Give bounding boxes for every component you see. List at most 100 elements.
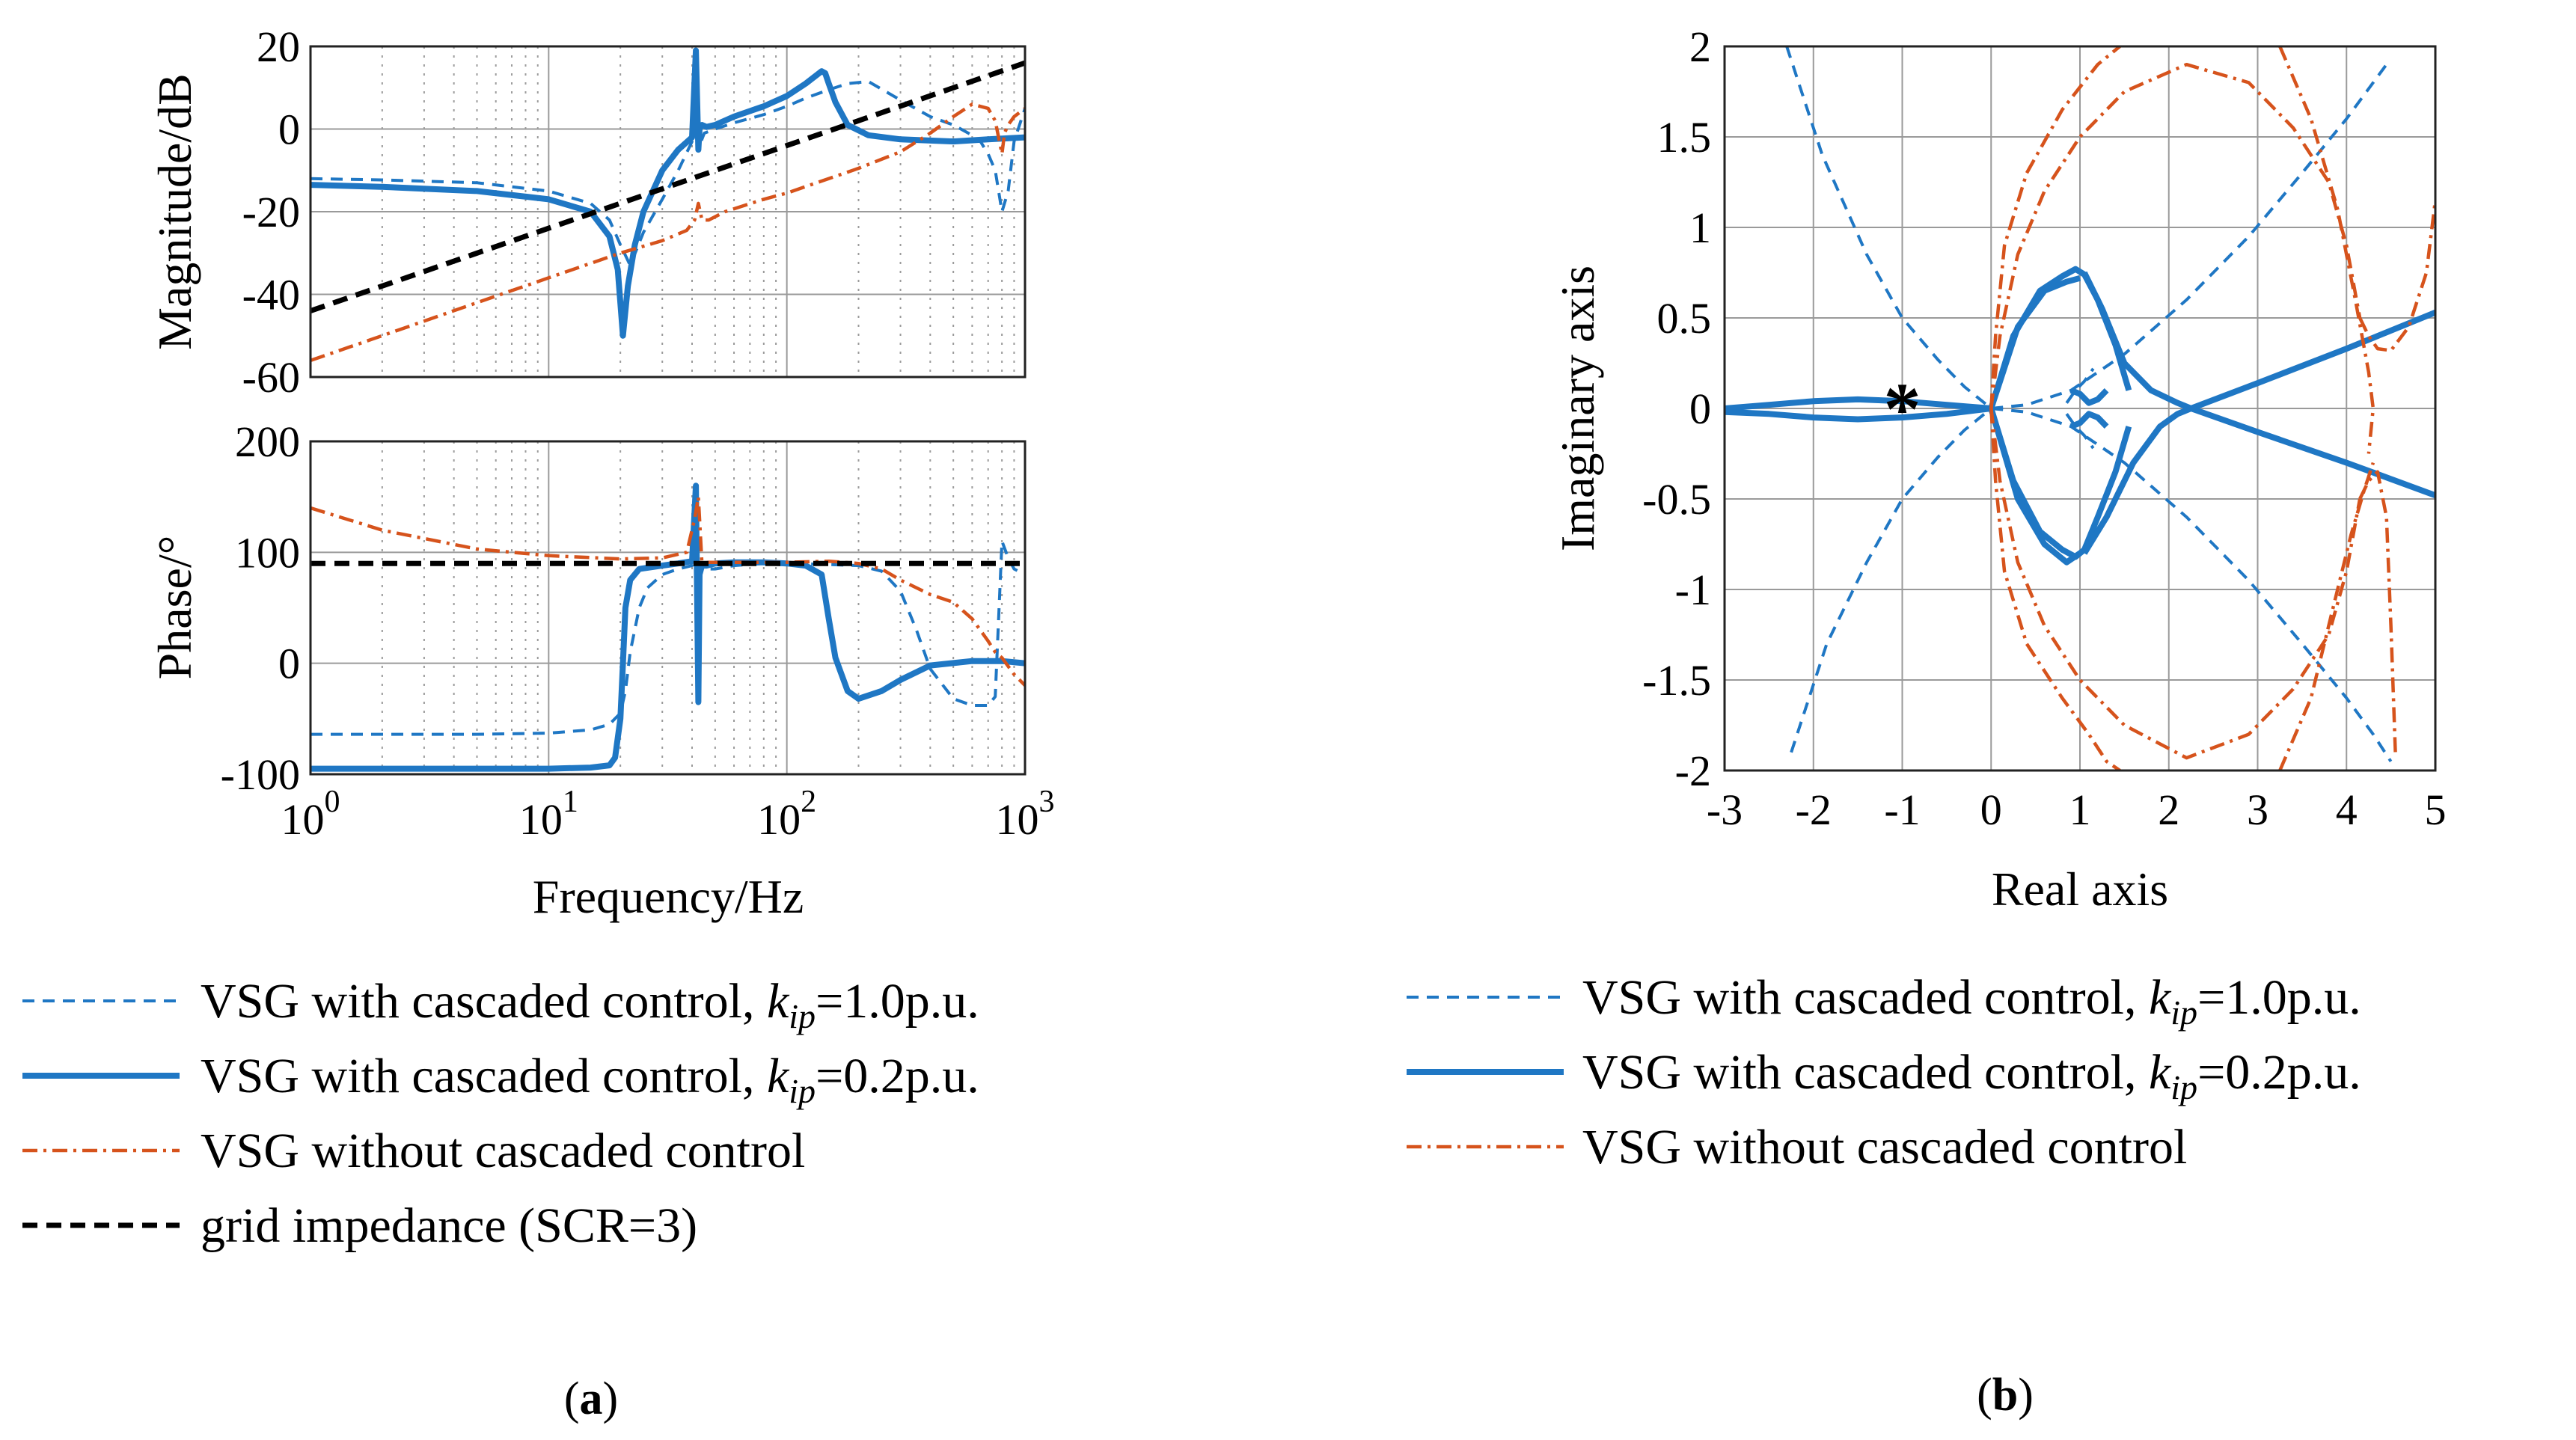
series-line-s1 [310, 495, 1025, 736]
phase-y-ticks: 200 100 0 -100 [221, 417, 300, 799]
y-tick-label: -1.5 [1642, 656, 1711, 705]
x-tick-label: 102 [757, 785, 816, 844]
y-tick-label: 200 [235, 417, 300, 466]
x-tick-label: 103 [996, 785, 1055, 844]
nyquist-branch-s2 [1988, 275, 2081, 410]
phase-frame [309, 440, 1027, 776]
nyquist-branch-s2 [1988, 407, 2082, 566]
phase-x-label: Frequency/Hz [533, 870, 804, 923]
nyquist-branch-s1 [2065, 367, 2095, 404]
nyquist-branch-s2 [2069, 387, 2109, 406]
legend-label: VSG with cascaded control, kip=1.0p.u. [1582, 970, 2361, 1032]
nyquist-branch-s2 [2190, 405, 2435, 498]
magnitude-y-ticks: 20 0 -20 -40 -60 [242, 22, 300, 402]
series-line-s4 [310, 60, 1025, 313]
subfigure-label-a: (a) [564, 1373, 618, 1424]
x-tick-label: 0 [1980, 785, 2002, 834]
y-tick-label: -20 [242, 188, 300, 236]
x-tick-label: 2 [2158, 785, 2179, 834]
y-tick-label: 2 [1689, 22, 1711, 71]
y-tick-label: 1 [1689, 203, 1711, 252]
magnitude-grid [310, 46, 1025, 377]
magnitude-series [310, 47, 1025, 363]
series-line-s3 [310, 494, 1025, 687]
nyquist-branch-s2 [2069, 411, 2109, 429]
x-tick-label: 4 [2336, 785, 2358, 834]
legend-label: VSG without cascaded control [1582, 1120, 2187, 1174]
nyquist-branch-s2 [2189, 309, 2435, 411]
nyquist-branch-s1 [1991, 64, 2388, 410]
y-tick-label: 0 [278, 640, 300, 688]
x-tick-label: 5 [2425, 785, 2447, 834]
y-tick-label: -60 [242, 353, 300, 402]
phase-grid [310, 441, 1025, 774]
y-tick-label: 0 [1689, 384, 1711, 433]
nyquist-branch-s3 [1989, 62, 2362, 409]
legend-entry-s1: VSG with cascaded control, kip=1.0p.u. [1407, 970, 2361, 1032]
legend-entry-s4: grid impedance (SCR=3) [22, 1198, 697, 1253]
nyquist-branch-s3 [2278, 462, 2375, 770]
nyquist-branch-s1 [1785, 46, 1992, 410]
legend-label: VSG with cascaded control, kip=1.0p.u. [201, 974, 979, 1035]
nyquist-frame [1723, 45, 2437, 772]
nyquist-branch-s3 [1989, 46, 2121, 409]
legend-a: VSG with cascaded control, kip=1.0p.u. VS… [22, 974, 979, 1253]
legend-label: VSG with cascaded control, kip=0.2p.u. [201, 1049, 979, 1110]
nyquist-branch-s3 [1989, 408, 2362, 760]
phase-plot: 200 100 0 -100 100 101 102 103 Phase/° Frequen… [148, 417, 1055, 923]
subfigure-label-b: (b) [1977, 1370, 2034, 1421]
x-tick-label: -2 [1796, 785, 1832, 834]
nyquist-critical-point: * [1884, 367, 1921, 450]
legend-label: VSG with cascaded control, kip=0.2p.u. [1582, 1045, 2361, 1106]
phase-series [310, 482, 1025, 772]
series-line-s1 [310, 70, 1025, 267]
legend-entry-s3: VSG without cascaded control [22, 1124, 805, 1178]
y-tick-label: 0.5 [1657, 294, 1712, 343]
nyquist-branch-s1 [1790, 407, 1992, 753]
nyquist-branch-s3 [2358, 470, 2397, 753]
nyquist-branch-s2 [2081, 271, 2192, 411]
legend-entry-s3: VSG without cascaded control [1407, 1120, 2187, 1174]
legend-entry-s1: VSG with cascaded control, kip=1.0p.u. [22, 974, 979, 1035]
legend-entry-s2: VSG with cascaded control, kip=0.2p.u. [1407, 1045, 2361, 1106]
nyquist-branch-s2 [2081, 405, 2192, 555]
series-line-s2 [310, 47, 1025, 339]
series-line-s3 [310, 102, 1025, 363]
nyquist-plot: * 21.510.50-0.5-1-1.5-2 -3 -2 -1 0 1 2 3 4 5 Ima… [1551, 22, 2447, 916]
phase-y-label: Phase/° [148, 536, 201, 680]
y-tick-label: -2 [1675, 747, 1711, 795]
phase-x-ticks: 100 101 102 103 [281, 785, 1055, 844]
nyquist-grid [1725, 46, 2435, 770]
y-tick-label: -0.5 [1642, 475, 1711, 524]
x-tick-label: 101 [519, 785, 578, 844]
nyquist-branch-s3 [2278, 46, 2375, 454]
nyquist-branch-s3 [1989, 408, 2121, 770]
nyquist-branch-s2 [1725, 405, 1992, 423]
y-tick-label: 1.5 [1657, 113, 1712, 162]
x-tick-label: -1 [1884, 785, 1920, 834]
y-tick-label: 20 [257, 22, 300, 71]
y-tick-label: 100 [235, 528, 300, 577]
y-tick-label: -1 [1675, 566, 1711, 614]
legend-label: grid impedance (SCR=3) [201, 1198, 697, 1253]
magnitude-plot: 20 0 -20 -40 -60 Magnitude/dB [148, 22, 1027, 402]
nyquist-branch-s1 [2065, 413, 2095, 450]
x-tick-label: 1 [2069, 785, 2091, 834]
nyquist-branch-s1 [1991, 407, 2393, 762]
y-tick-label: -40 [242, 271, 300, 319]
nyquist-y-label: Imaginary axis [1551, 266, 1604, 551]
legend-label: VSG without cascaded control [201, 1124, 805, 1178]
series-line-s2 [310, 482, 1025, 772]
critical-point-marker: * [1884, 367, 1921, 450]
legend-b: VSG with cascaded control, kip=1.0p.u. VS… [1407, 970, 2361, 1174]
magnitude-frame [309, 45, 1027, 379]
y-tick-label: -100 [221, 750, 300, 799]
nyquist-series [1725, 46, 2435, 770]
magnitude-y-label: Magnitude/dB [148, 73, 201, 350]
x-tick-label: 3 [2247, 785, 2268, 834]
nyquist-branch-s2 [1725, 396, 1992, 411]
x-tick-label: 100 [281, 785, 340, 844]
y-tick-label: 0 [278, 105, 300, 154]
x-tick-label: -3 [1707, 785, 1743, 834]
